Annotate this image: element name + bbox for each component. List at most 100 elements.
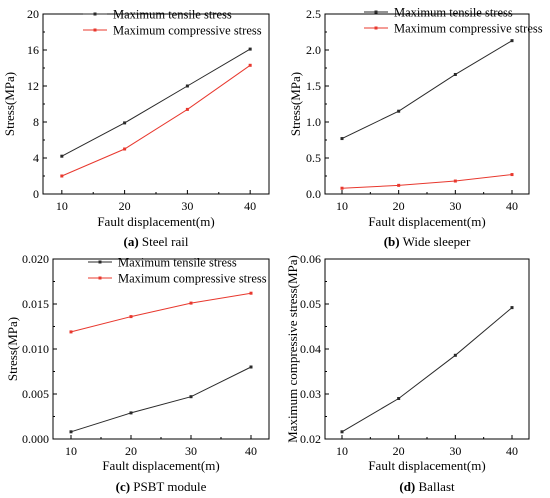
legend-marker bbox=[374, 26, 378, 30]
data-point bbox=[453, 72, 457, 76]
x-tick-label: 30 bbox=[449, 199, 461, 213]
y-tick-label: 1.5 bbox=[306, 79, 321, 93]
panel-caption: (a) Steel rail bbox=[124, 234, 189, 249]
legend-marker bbox=[98, 276, 102, 280]
caption-text: PSBT module bbox=[130, 479, 207, 494]
data-point bbox=[185, 107, 189, 111]
caption-letter: (a) bbox=[124, 234, 139, 249]
data-point bbox=[453, 353, 457, 357]
legend-label: Maximum tensile stress bbox=[113, 8, 232, 22]
x-tick-label: 10 bbox=[336, 199, 348, 213]
x-tick-label: 30 bbox=[449, 444, 461, 458]
series-line bbox=[341, 174, 513, 189]
data-point bbox=[69, 430, 73, 434]
x-tick-label: 40 bbox=[506, 199, 518, 213]
data-point bbox=[397, 109, 401, 113]
series-line bbox=[61, 64, 251, 177]
x-axis-label: Fault displacement(m) bbox=[368, 214, 485, 229]
data-point bbox=[397, 183, 401, 187]
series-line bbox=[70, 366, 252, 433]
legend-marker bbox=[93, 28, 97, 32]
y-tick-label: 0.05 bbox=[300, 297, 321, 311]
plot-frame bbox=[52, 258, 270, 440]
caption-text: Wide sleeper bbox=[400, 234, 471, 249]
x-tick-label: 20 bbox=[125, 444, 137, 458]
data-point bbox=[510, 306, 514, 310]
y-tick-label: 16 bbox=[27, 43, 39, 57]
legend-label: Maximum compressive stress bbox=[394, 22, 543, 36]
legend-marker bbox=[374, 10, 378, 14]
data-point bbox=[510, 173, 514, 177]
data-point bbox=[249, 291, 253, 295]
data-point bbox=[453, 179, 457, 183]
legend-label: Maximum compressive stress bbox=[118, 272, 267, 286]
legend-marker bbox=[93, 12, 97, 16]
x-tick-label: 40 bbox=[245, 444, 257, 458]
plot-frame bbox=[324, 258, 530, 440]
y-tick-label: 1.0 bbox=[306, 115, 321, 129]
panel-caption: (b) Wide sleeper bbox=[384, 234, 471, 249]
legend-label: Maximum tensile stress bbox=[394, 6, 513, 20]
data-point bbox=[340, 186, 344, 190]
panel-b: 0.0 0.5 1.0 1.5 2.0 2.5 10 20 30 40 Fault displace… bbox=[288, 6, 543, 250]
y-axis-label: Maximum compressive stress(MPa) bbox=[285, 255, 300, 443]
series-line bbox=[341, 40, 513, 140]
legend-label: Maximum tensile stress bbox=[118, 256, 237, 270]
y-tick-label: 12 bbox=[27, 79, 39, 93]
y-tick-label: 0.000 bbox=[22, 432, 49, 446]
y-axis-label: Stress(MPa) bbox=[5, 317, 20, 381]
x-tick-label: 30 bbox=[181, 199, 193, 213]
legend-label: Maximum compressive stress bbox=[113, 24, 262, 38]
x-tick-label: 30 bbox=[185, 444, 197, 458]
x-tick-label: 10 bbox=[56, 199, 68, 213]
x-axis-label: Fault displacement(m) bbox=[368, 458, 485, 473]
data-point bbox=[248, 47, 252, 51]
y-tick-label: 0.010 bbox=[22, 342, 49, 356]
x-tick-label: 40 bbox=[244, 199, 256, 213]
x-tick-label: 10 bbox=[336, 444, 348, 458]
data-point bbox=[129, 411, 133, 415]
data-point bbox=[189, 395, 193, 399]
data-point bbox=[60, 174, 64, 178]
caption-letter: (b) bbox=[384, 234, 400, 249]
data-point bbox=[248, 63, 252, 67]
panel-c: 0.000 0.005 0.010 0.015 0.020 10 20 30 40 Fault d… bbox=[5, 252, 270, 494]
series-line bbox=[341, 307, 513, 433]
y-tick-label: 0.5 bbox=[306, 151, 321, 165]
y-axis-label: Stress(MPa) bbox=[2, 72, 17, 136]
y-tick-label: 2.0 bbox=[306, 43, 321, 57]
caption-letter: (c) bbox=[116, 479, 130, 494]
series-line bbox=[70, 292, 252, 333]
x-axis-label: Fault displacement(m) bbox=[97, 214, 214, 229]
panel-caption: (c) PSBT module bbox=[116, 479, 207, 494]
x-tick-label: 40 bbox=[506, 444, 518, 458]
data-point bbox=[185, 84, 189, 88]
y-tick-label: 0 bbox=[33, 187, 39, 201]
y-tick-label: 0.04 bbox=[300, 342, 321, 356]
series-line bbox=[61, 48, 251, 157]
data-point bbox=[397, 397, 401, 400]
y-tick-label: 0.0 bbox=[306, 187, 321, 201]
x-tick-label: 20 bbox=[393, 444, 405, 458]
panel-d: 0.02 0.03 0.04 0.05 0.06 10 20 30 40 Fault displa… bbox=[285, 252, 530, 494]
data-point bbox=[123, 147, 127, 151]
panel-a: 0 4 8 12 16 20 10 20 30 40 Fault displacement(m) St… bbox=[2, 7, 270, 249]
caption-text: Ballast bbox=[415, 479, 455, 494]
data-point bbox=[189, 301, 193, 305]
y-tick-label: 0.06 bbox=[300, 252, 321, 266]
data-point bbox=[69, 330, 73, 334]
x-tick-label: 10 bbox=[65, 444, 77, 458]
y-tick-label: 0.02 bbox=[300, 432, 321, 446]
y-tick-label: 0.020 bbox=[22, 252, 49, 266]
y-tick-label: 0.03 bbox=[300, 387, 321, 401]
y-tick-label: 2.5 bbox=[306, 7, 321, 21]
y-tick-label: 4 bbox=[33, 151, 39, 165]
y-axis-label: Stress(MPa) bbox=[288, 72, 303, 136]
x-tick-label: 20 bbox=[119, 199, 131, 213]
x-tick-label: 20 bbox=[393, 199, 405, 213]
y-tick-label: 0.015 bbox=[22, 297, 49, 311]
data-point bbox=[249, 365, 253, 369]
caption-text: Steel rail bbox=[139, 234, 189, 249]
data-point bbox=[340, 430, 344, 434]
